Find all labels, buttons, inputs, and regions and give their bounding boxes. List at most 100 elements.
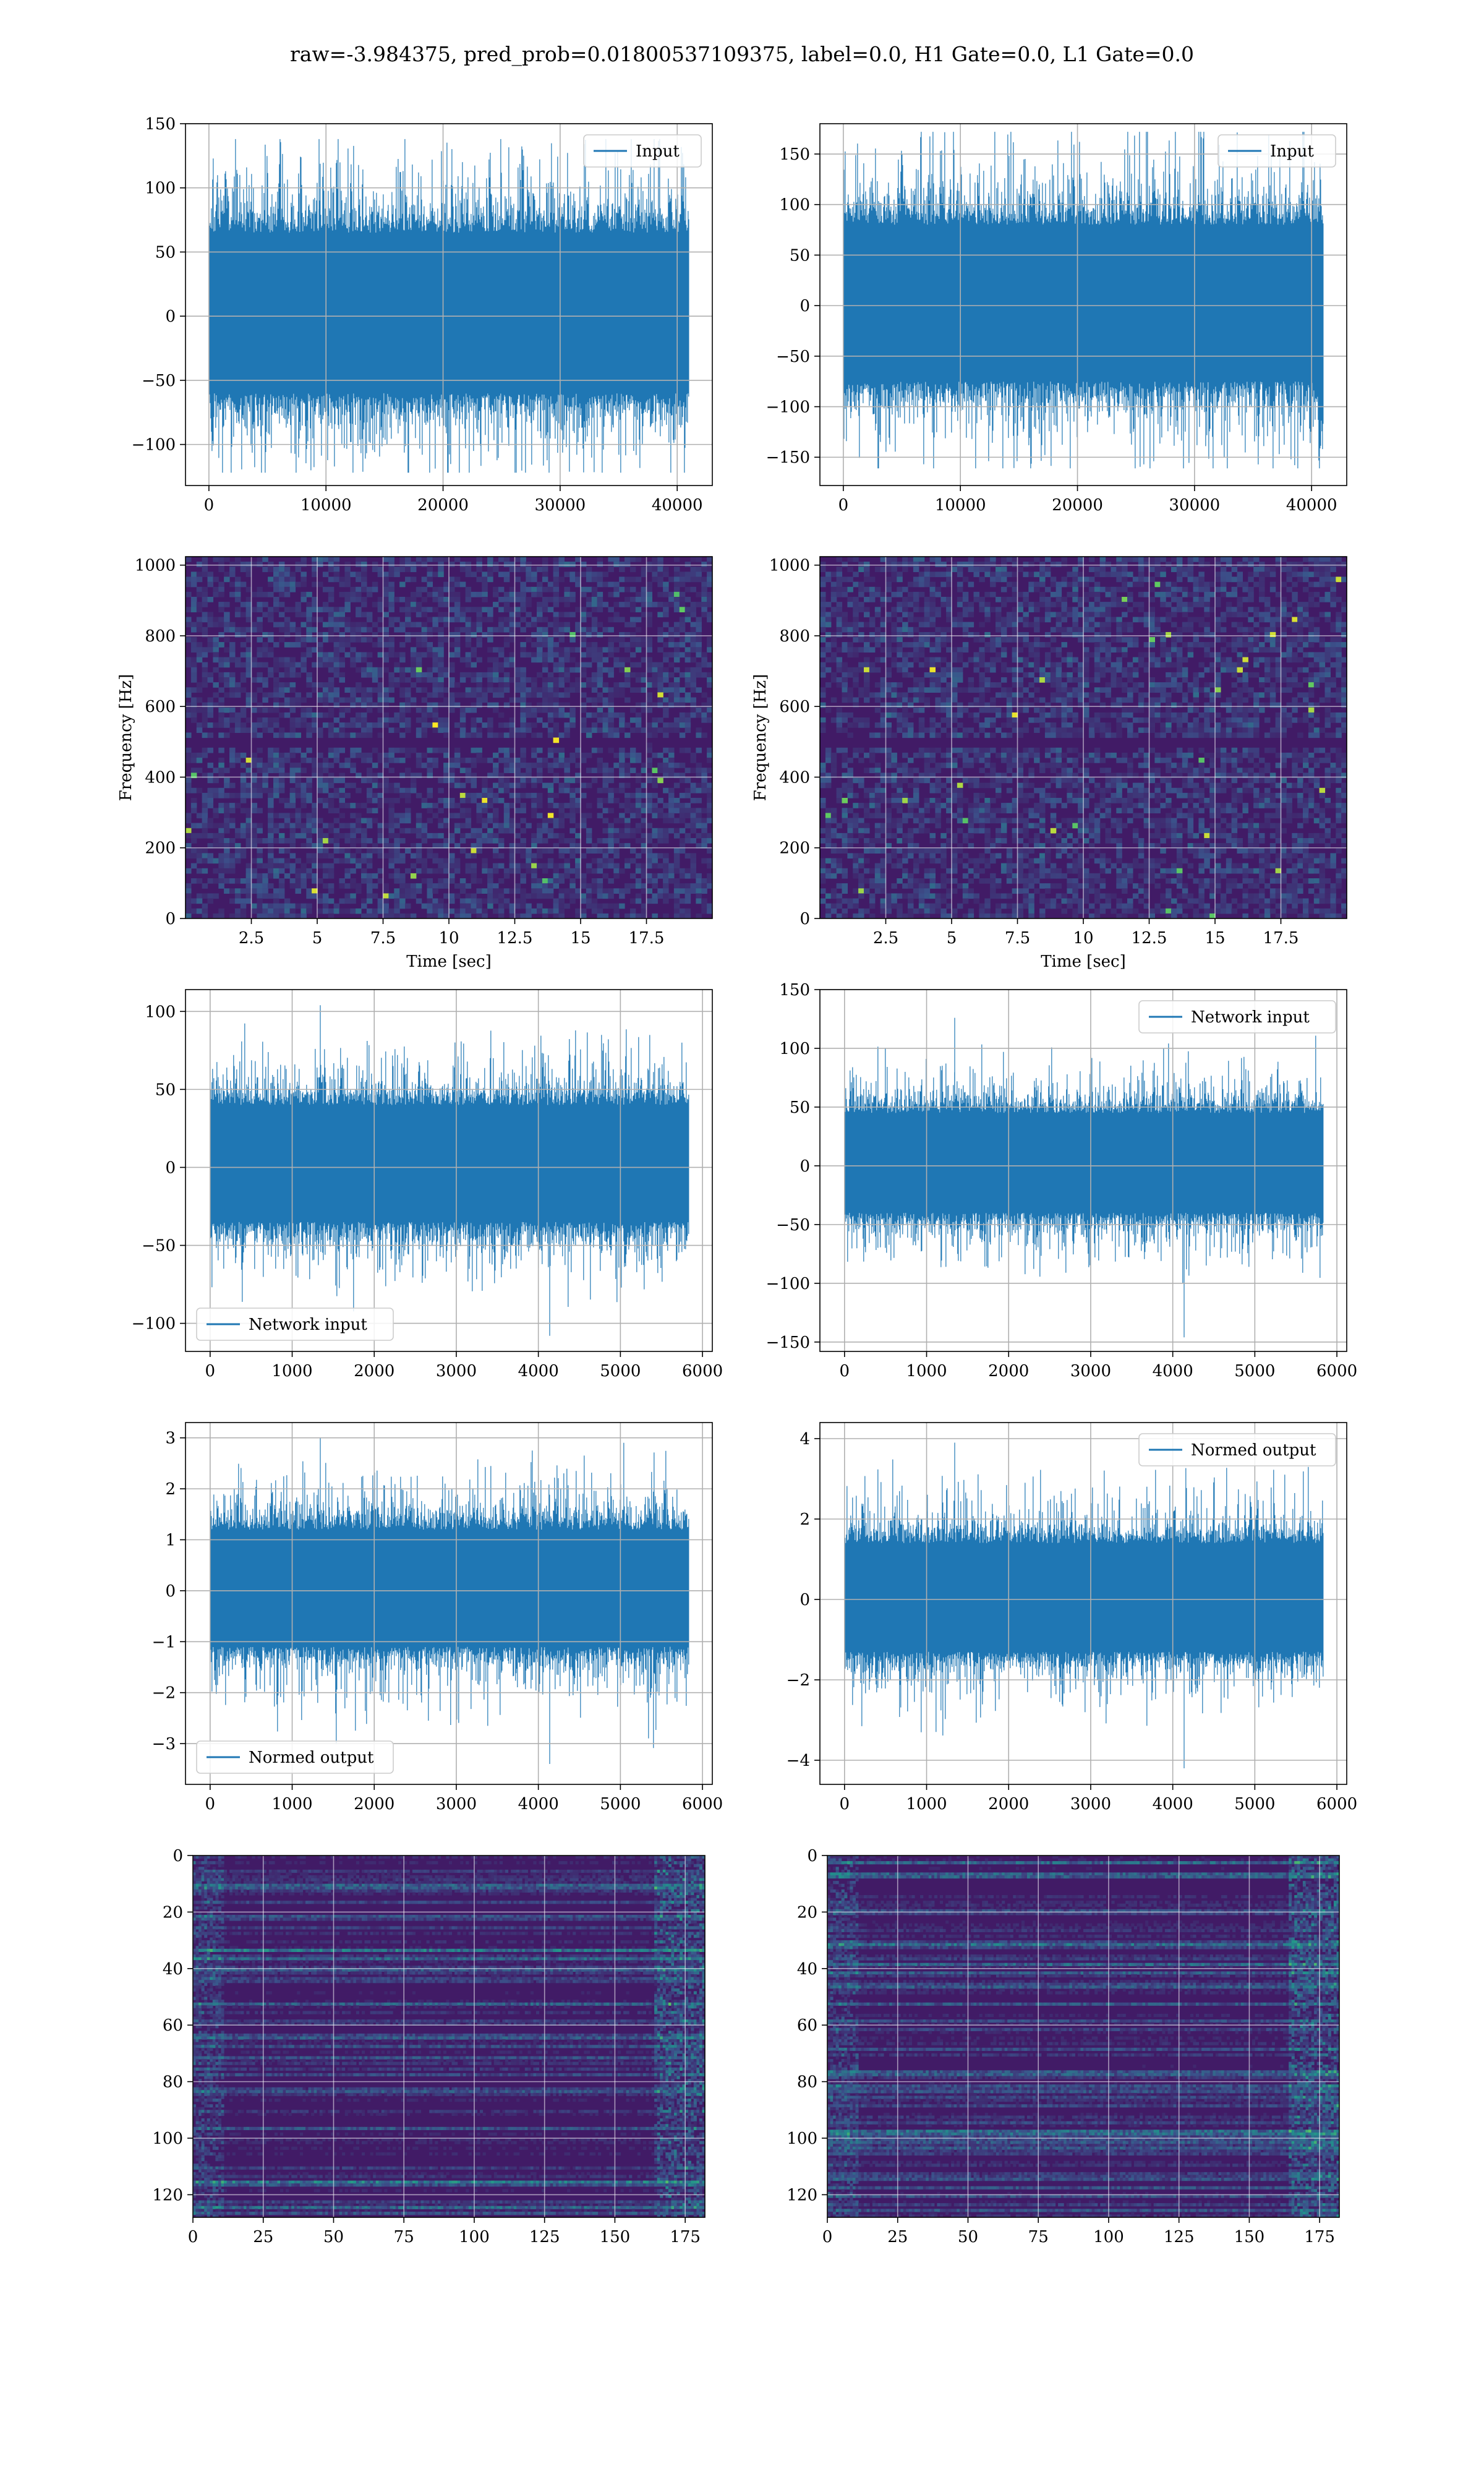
y-tick-label: 0 (800, 910, 810, 928)
y-tick-label: 3 (165, 1429, 176, 1448)
x-tick-label: 0 (205, 1795, 216, 1813)
series-line (210, 1437, 689, 1764)
y-tick-label: −50 (776, 1216, 810, 1235)
y-tick-label: 100 (787, 2129, 817, 2148)
y-tick-label: −50 (142, 372, 176, 390)
x-tick-label: 0 (840, 1362, 850, 1380)
x-tick-label: 175 (1304, 2228, 1335, 2246)
y-tick-label: −4 (787, 1752, 810, 1770)
subplot-r4-c2: 0 1000 2000 3000 4000 5000 6000 −4 −2 0 2 4 Normed o… (787, 1422, 1357, 1813)
x-tick-label: 100 (459, 2228, 490, 2246)
y-tick-label: 40 (797, 1960, 817, 1979)
y-tick-label: 0 (807, 1847, 817, 1865)
x-axis-label: Time [sec] (406, 952, 492, 971)
y-tick-label: 1 (165, 1531, 176, 1550)
y-tick-label: 400 (145, 768, 176, 787)
heatmap-cells (193, 1856, 705, 2217)
series-line (843, 132, 1324, 469)
axes-frame (827, 1855, 1340, 2218)
y-tick-label: 1000 (769, 557, 810, 575)
y-tick-label: 50 (155, 243, 176, 262)
legend-label: Input (636, 142, 680, 161)
x-tick-label: 2000 (988, 1362, 1029, 1380)
y-tick-label: 0 (165, 910, 176, 928)
y-tick-label: −1 (152, 1633, 176, 1651)
subplot-r1-c1: 0 10000 20000 30000 40000 −100 −50 0 50 100 150 Inp… (132, 115, 713, 515)
y-tick-label: 800 (145, 627, 176, 646)
x-tick-label: 4000 (518, 1362, 559, 1380)
y-tick-label: −2 (787, 1671, 810, 1690)
y-tick-label: 40 (163, 1960, 183, 1979)
x-tick-label: 6000 (682, 1795, 723, 1813)
x-tick-label: 5000 (600, 1795, 641, 1813)
x-tick-label: 0 (840, 1795, 850, 1813)
heatmap-cells (820, 557, 1347, 918)
x-tick-label: 6000 (682, 1362, 723, 1380)
legend-label: Input (1270, 142, 1314, 161)
y-tick-label: 0 (173, 1847, 183, 1865)
x-tick-label: 40000 (652, 496, 703, 515)
x-tick-label: 3000 (1070, 1795, 1111, 1813)
subplot-r4-c1: 0 1000 2000 3000 4000 5000 6000 −3 −2 −1 0 1 2 3 Norme… (152, 1422, 723, 1813)
x-tick-label: 10000 (301, 496, 352, 515)
subplot-r2-c1: 2.5 5 7.5 10 12.5 15 17.5 0 200 400 600 800 1000 Time… (117, 556, 713, 971)
y-tick-label: −100 (132, 436, 176, 455)
legend: Network input (196, 1308, 394, 1341)
x-tick-label: 20000 (1052, 496, 1103, 515)
x-tick-label: 0 (188, 2228, 198, 2246)
x-tick-label: 125 (1164, 2228, 1195, 2246)
x-tick-label: 7.5 (1005, 929, 1030, 948)
x-tick-label: 12.5 (497, 929, 533, 948)
y-tick-label: 20 (163, 1903, 183, 1922)
x-tick-label: 2000 (354, 1362, 394, 1380)
series-line (844, 1017, 1324, 1338)
y-tick-label: 600 (779, 698, 810, 716)
x-tick-label: 6000 (1316, 1362, 1357, 1380)
figure-title: raw=-3.984375, pred_prob=0.0180053710937… (0, 42, 1484, 66)
x-tick-label: 150 (600, 2228, 631, 2246)
x-tick-label: 3000 (436, 1795, 477, 1813)
y-tick-label: 50 (790, 1098, 810, 1117)
y-tick-label: 4 (800, 1430, 810, 1449)
x-tick-label: 30000 (1169, 496, 1221, 515)
y-tick-label: −150 (766, 448, 810, 467)
x-tick-label: 15 (1205, 929, 1225, 948)
y-tick-label: 1000 (135, 557, 176, 575)
legend: Input (583, 134, 702, 168)
y-tick-label: 150 (779, 145, 810, 164)
y-tick-label: 100 (779, 196, 810, 215)
x-tick-label: 2.5 (239, 929, 264, 948)
axes-frame (819, 1422, 1347, 1785)
x-tick-label: 1000 (271, 1795, 312, 1813)
y-tick-label: 600 (145, 698, 176, 716)
x-tick-label: 2000 (354, 1795, 394, 1813)
heatmap-cells (186, 557, 712, 918)
grid (186, 990, 712, 1351)
x-tick-label: 40000 (1286, 496, 1337, 515)
y-tick-label: −50 (776, 348, 810, 366)
y-tick-label: 20 (797, 1903, 817, 1922)
y-tick-label: 0 (165, 1158, 176, 1177)
subplot-r1-c2: 0 10000 20000 30000 40000 −150 −100 −50 0 50 100 15… (766, 123, 1347, 515)
x-tick-label: 5000 (1234, 1362, 1275, 1380)
grid (820, 124, 1347, 486)
x-tick-label: 10 (438, 929, 459, 948)
x-tick-label: 5000 (1234, 1795, 1275, 1813)
x-tick-label: 4000 (1153, 1795, 1193, 1813)
subplot-r5-c1: 0 25 50 75 100 125 150 175 0 20 40 60 80 100 120 (152, 1847, 706, 2246)
y-tick-label: 0 (800, 297, 810, 315)
x-tick-label: 1000 (906, 1362, 947, 1380)
y-tick-label: 120 (787, 2186, 817, 2204)
legend: Input (1217, 134, 1336, 168)
y-tick-label: 0 (165, 307, 176, 326)
series-line (210, 1005, 689, 1336)
x-tick-label: 75 (1028, 2228, 1049, 2246)
y-tick-label: 2 (800, 1510, 810, 1529)
y-tick-label: 60 (797, 2016, 817, 2035)
y-tick-label: 0 (800, 1157, 810, 1176)
y-tick-label: −150 (766, 1333, 810, 1352)
y-tick-label: 2 (165, 1480, 176, 1499)
x-tick-label: 1000 (906, 1795, 947, 1813)
series-line (208, 139, 689, 473)
x-tick-label: 17.5 (629, 929, 665, 948)
